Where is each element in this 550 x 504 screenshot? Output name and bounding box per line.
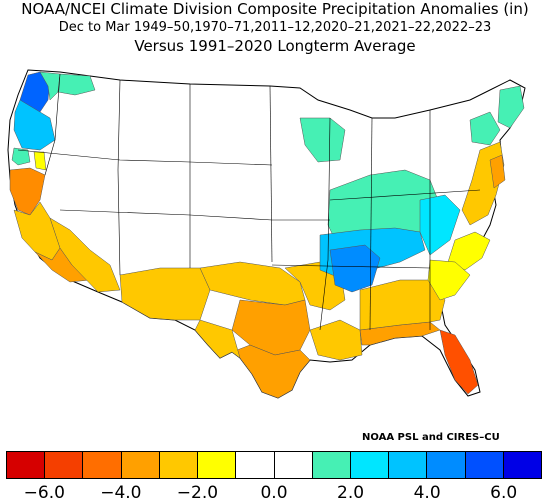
legend-swatch — [503, 452, 542, 478]
state-boundaries — [17, 73, 481, 331]
legend-tick-label: 0.0 — [260, 483, 288, 503]
us-map-svg — [7, 69, 526, 399]
credit-label: NOAA PSL and CIRES–CU — [362, 432, 500, 443]
region-florida — [439, 329, 479, 395]
region-great-lakes-east — [469, 111, 501, 146]
title-line-1: NOAA/NCEI Climate Division Composite Pre… — [21, 0, 529, 18]
legend-tick-label: −4.0 — [100, 483, 142, 503]
legend-swatch — [350, 452, 390, 478]
legend-tick-label: 4.0 — [413, 483, 441, 503]
legend-swatch — [7, 452, 46, 478]
region-oregon-south — [11, 147, 31, 166]
region-mid-mississippi — [329, 244, 381, 293]
legend-tick-label: 2.0 — [337, 483, 365, 503]
region-northern-montana — [57, 73, 96, 96]
legend-tick-label: −2.0 — [176, 483, 219, 503]
legend-ticks: −6.0 −4.0 −2.0 0.0 2.0 4.0 6.0 — [0, 483, 550, 503]
legend-swatch — [45, 452, 84, 478]
region-louisiana — [309, 319, 363, 361]
legend-swatch — [274, 452, 313, 478]
region-new-jersey-coast — [489, 154, 506, 189]
region-washington-cascades — [39, 71, 61, 101]
region-oregon-coast — [13, 99, 56, 151]
legend-swatch — [312, 452, 351, 478]
map-title: NOAA/NCEI Climate Division Composite Pre… — [0, 0, 550, 56]
legend-swatch — [198, 452, 237, 478]
legend-swatch — [236, 452, 275, 478]
region-texas-west — [194, 319, 241, 359]
region-oregon-interior-yellow — [33, 151, 47, 171]
legend-tick-label: −6.0 — [23, 483, 65, 503]
region-nevada-arizona — [49, 217, 121, 293]
legend-swatch — [121, 452, 160, 478]
region-georgia-carolinas — [427, 259, 471, 301]
legend-swatch — [83, 452, 122, 478]
region-southeast-interior — [359, 279, 446, 331]
title-line-3: Versus 1991–2020 Longterm Average — [134, 37, 416, 55]
legend-swatch — [465, 452, 504, 478]
region-new-mexico — [119, 267, 211, 321]
title-line-2: Dec to Mar 1949–50,1970–71,2011–12,2020–… — [58, 20, 492, 35]
legend-swatch — [389, 452, 428, 478]
legend-swatch — [427, 452, 466, 478]
region-new-england — [497, 85, 525, 129]
region-northern-california — [9, 167, 46, 216]
color-legend — [6, 451, 542, 479]
legend-swatch — [159, 452, 199, 478]
region-texas-south — [231, 344, 311, 399]
legend-tick-label: 6.0 — [490, 483, 518, 503]
us-anomaly-map — [0, 60, 550, 410]
